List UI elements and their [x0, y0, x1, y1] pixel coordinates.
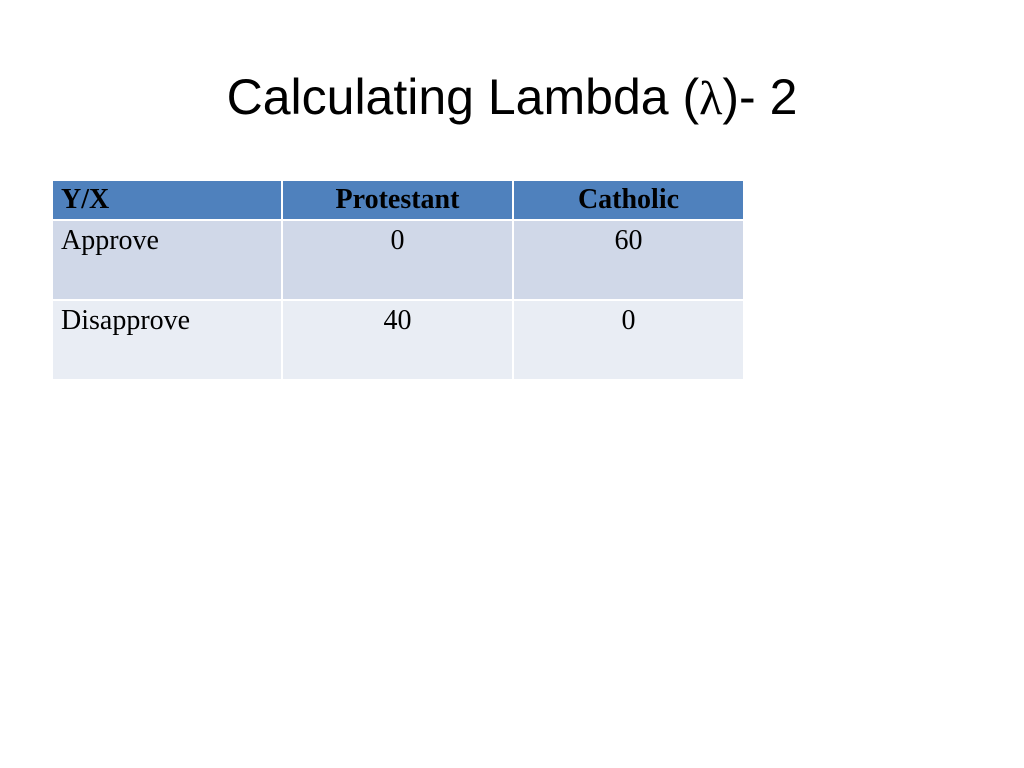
title-prefix: Calculating Lambda (	[226, 69, 700, 125]
table-row-approve: Approve 0 60	[51, 219, 745, 301]
header-corner-y-x: Y/X	[51, 179, 283, 221]
slide-title: Calculating Lambda (λ)- 2	[0, 62, 1024, 134]
row-label-approve: Approve	[51, 219, 283, 301]
table-header-row: Y/X Protestant Catholic	[51, 179, 745, 221]
cell-approve-protestant: 0	[281, 219, 514, 301]
title-lambda-symbol: λ	[699, 72, 723, 125]
contingency-table: Y/X Protestant Catholic Approve 0 60 Dis…	[51, 179, 745, 381]
header-catholic: Catholic	[512, 179, 745, 221]
cell-disapprove-protestant: 40	[281, 299, 514, 381]
cell-approve-catholic: 60	[512, 219, 745, 301]
header-protestant: Protestant	[281, 179, 514, 221]
cell-disapprove-catholic: 0	[512, 299, 745, 381]
row-label-disapprove: Disapprove	[51, 299, 283, 381]
table-row-disapprove: Disapprove 40 0	[51, 299, 745, 381]
title-suffix: )- 2	[722, 69, 798, 125]
